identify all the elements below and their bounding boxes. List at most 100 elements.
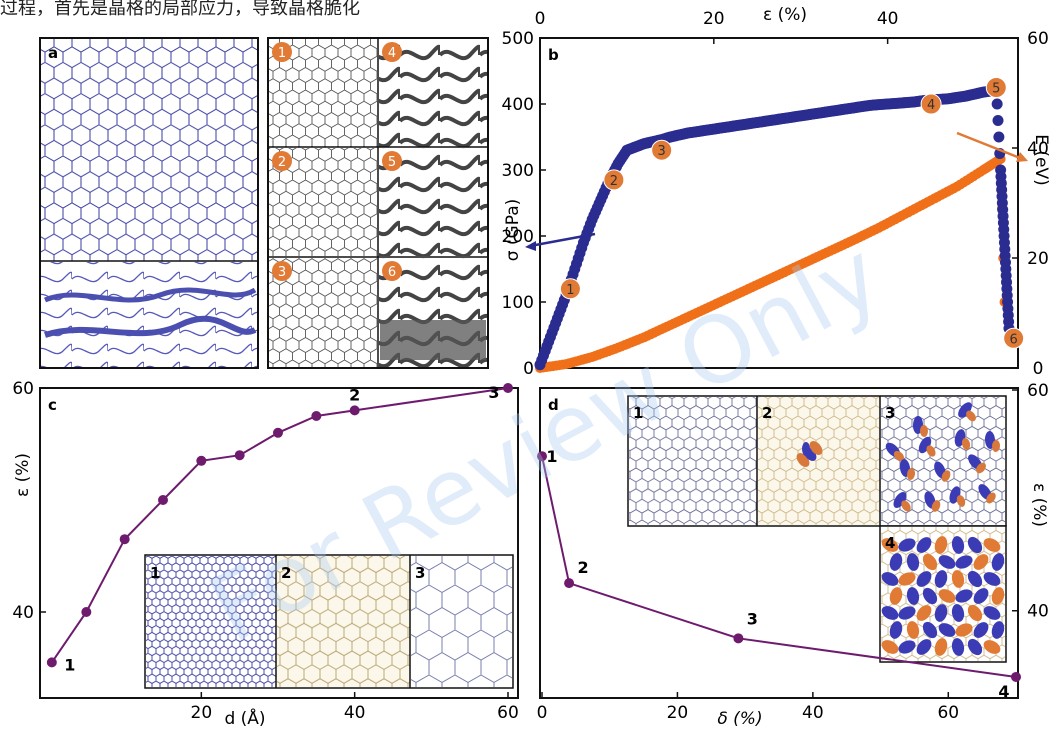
d-x-axis-label: δ (%) [717,709,762,729]
d-inset-4-orange-defect [991,587,1005,605]
d-inset-4-blue-defect [951,604,965,622]
d-inset-3-orange-defect [901,500,911,512]
b-yl-tick-label: 0 [523,359,534,379]
d-inset-4-blue-defect [898,640,916,654]
panel-a: a 1 2 3 4 5 6 [39,37,489,369]
d-inset-4-blue-defect [967,638,983,656]
d-inset-3-orange-defect [976,462,986,474]
c-y-tick-label: 40 [12,603,34,623]
d-inset-4-blue-defect [955,589,973,603]
d-x-tick-label: 40 [802,703,824,723]
b-yr-tick-label: 60 [1027,29,1049,49]
c-data-point [311,411,322,421]
d-annotation-4: 4 [998,682,1009,701]
b-annotation-label-3: 3 [658,144,666,159]
d-inset-4-orange-defect [916,605,932,621]
panel-c: c 1 2 3 20 40 60 40 60 1 2 3 d (Å) ε (%) [12,379,519,729]
c-inset-3-lattice [411,556,512,687]
panel-label-b: b [548,46,559,64]
d-data-point [537,451,547,462]
d-y-tick-label: 60 [1027,381,1049,401]
panel-label-a: a [48,44,58,62]
c-data-point [158,495,168,505]
d-inset: 1 2 3 4 [627,395,1007,663]
snapshot-label-6: 6 [388,265,396,280]
d-inset-4-orange-defect [881,640,899,654]
c-x-tick-label: 60 [497,703,519,723]
b-annotation-label-5: 5 [992,82,1000,97]
d-inset-4-orange-defect [955,623,973,637]
c-x-axis-label: d (Å) [224,707,265,729]
snapshot-badge-1 [272,42,292,62]
d-inset-3-orange-defect [931,500,941,512]
d-inset-4-blue-defect [881,606,899,620]
d-inset-4-orange-defect [983,640,1001,654]
d-inset-4-blue-defect [916,639,932,655]
b-annotation-1 [559,278,581,300]
snapshot-grid: 1 2 3 4 5 6 [267,37,489,369]
c-annotation-2: 2 [349,385,360,404]
snapshot-label-2: 2 [278,155,286,170]
d-inset-2-lattice [758,397,880,525]
d-inset-3-orange-defect [961,438,971,450]
d-inset-label-2: 2 [762,404,772,422]
d-x-tick-label: 0 [537,703,548,723]
figure-caption-fragment: 过程，首先是晶格的局部应力，导致晶格脆化 [0,0,360,19]
d-inset-4-defects [881,536,1005,656]
d-inset-3-orange-defect [986,492,996,504]
d-inset-4-blue-defect [967,536,983,554]
d-inset-4-orange-defect [934,536,948,554]
d-inset-4-orange-defect [983,538,1001,552]
c-inset-2-lattice [277,556,410,687]
b-annotation-label-2: 2 [610,174,618,189]
c-annotation-1: 1 [64,655,75,674]
d-inset-2-defect [796,441,823,467]
d-inset-4-blue-defect [898,538,916,552]
b-left-axis-arrow [529,232,596,248]
b-yr-tick-label: 40 [1027,139,1049,159]
d-inset-3-orange-defect [956,495,966,507]
d-inset-3-blue-defect [958,402,972,418]
d-inset-4-blue-defect [991,553,1005,571]
snapshot-label-1: 1 [278,46,286,61]
d-inset-4-orange-defect [889,587,903,605]
snapshot-badge-2 [272,151,292,171]
d-inset-4-orange-defect [922,553,938,571]
d-inset-3-orange-defect [893,450,905,462]
c-inset: 1 2 3 [144,554,514,689]
c-inset-1-lattice [146,556,276,687]
c-inset-label-1: 1 [150,564,160,582]
d-inset-3-orange-defect [926,445,936,457]
snapshot-label-4: 4 [388,46,396,61]
snapshot-label-5: 5 [388,155,396,170]
d-inset-4-orange-defect [967,604,983,622]
pristine-lattice [41,39,257,261]
d-series-line [541,456,1017,678]
d-inset-3-orange-defect [966,410,976,422]
b-x-axis-label: ε (%) [763,5,807,25]
c-data-point [234,450,245,461]
b-y-left-label: σ (GPa) [503,199,523,262]
b-annotation-label-6: 6 [1010,332,1018,347]
c-data-point [349,405,360,416]
b-stress-point [991,98,1003,110]
c-data-point [503,383,513,393]
d-inset-3-orange-defect [906,468,916,480]
b-annotation-label-1: 1 [566,283,574,298]
d-inset-4-blue-defect [991,621,1005,639]
d-data-point [733,633,744,644]
d-inset-4-blue-defect [983,572,1001,586]
d-inset-4-blue-defect [934,570,948,588]
c-data-point [273,427,283,438]
snapshot-badge-4 [382,42,402,62]
d-annotation-3: 3 [747,609,758,628]
snapshot-6-fracture [380,320,486,360]
d-inset-4-blue-defect [889,553,903,571]
b-x-tick-label: 40 [877,9,899,29]
d-inset-label-4: 4 [885,534,895,552]
d-inset-4-blue-defect [889,621,903,639]
d-inset-4-orange-defect [898,572,916,586]
c-x-tick-label: 20 [191,703,213,723]
d-inset-4-orange-defect [934,638,948,656]
